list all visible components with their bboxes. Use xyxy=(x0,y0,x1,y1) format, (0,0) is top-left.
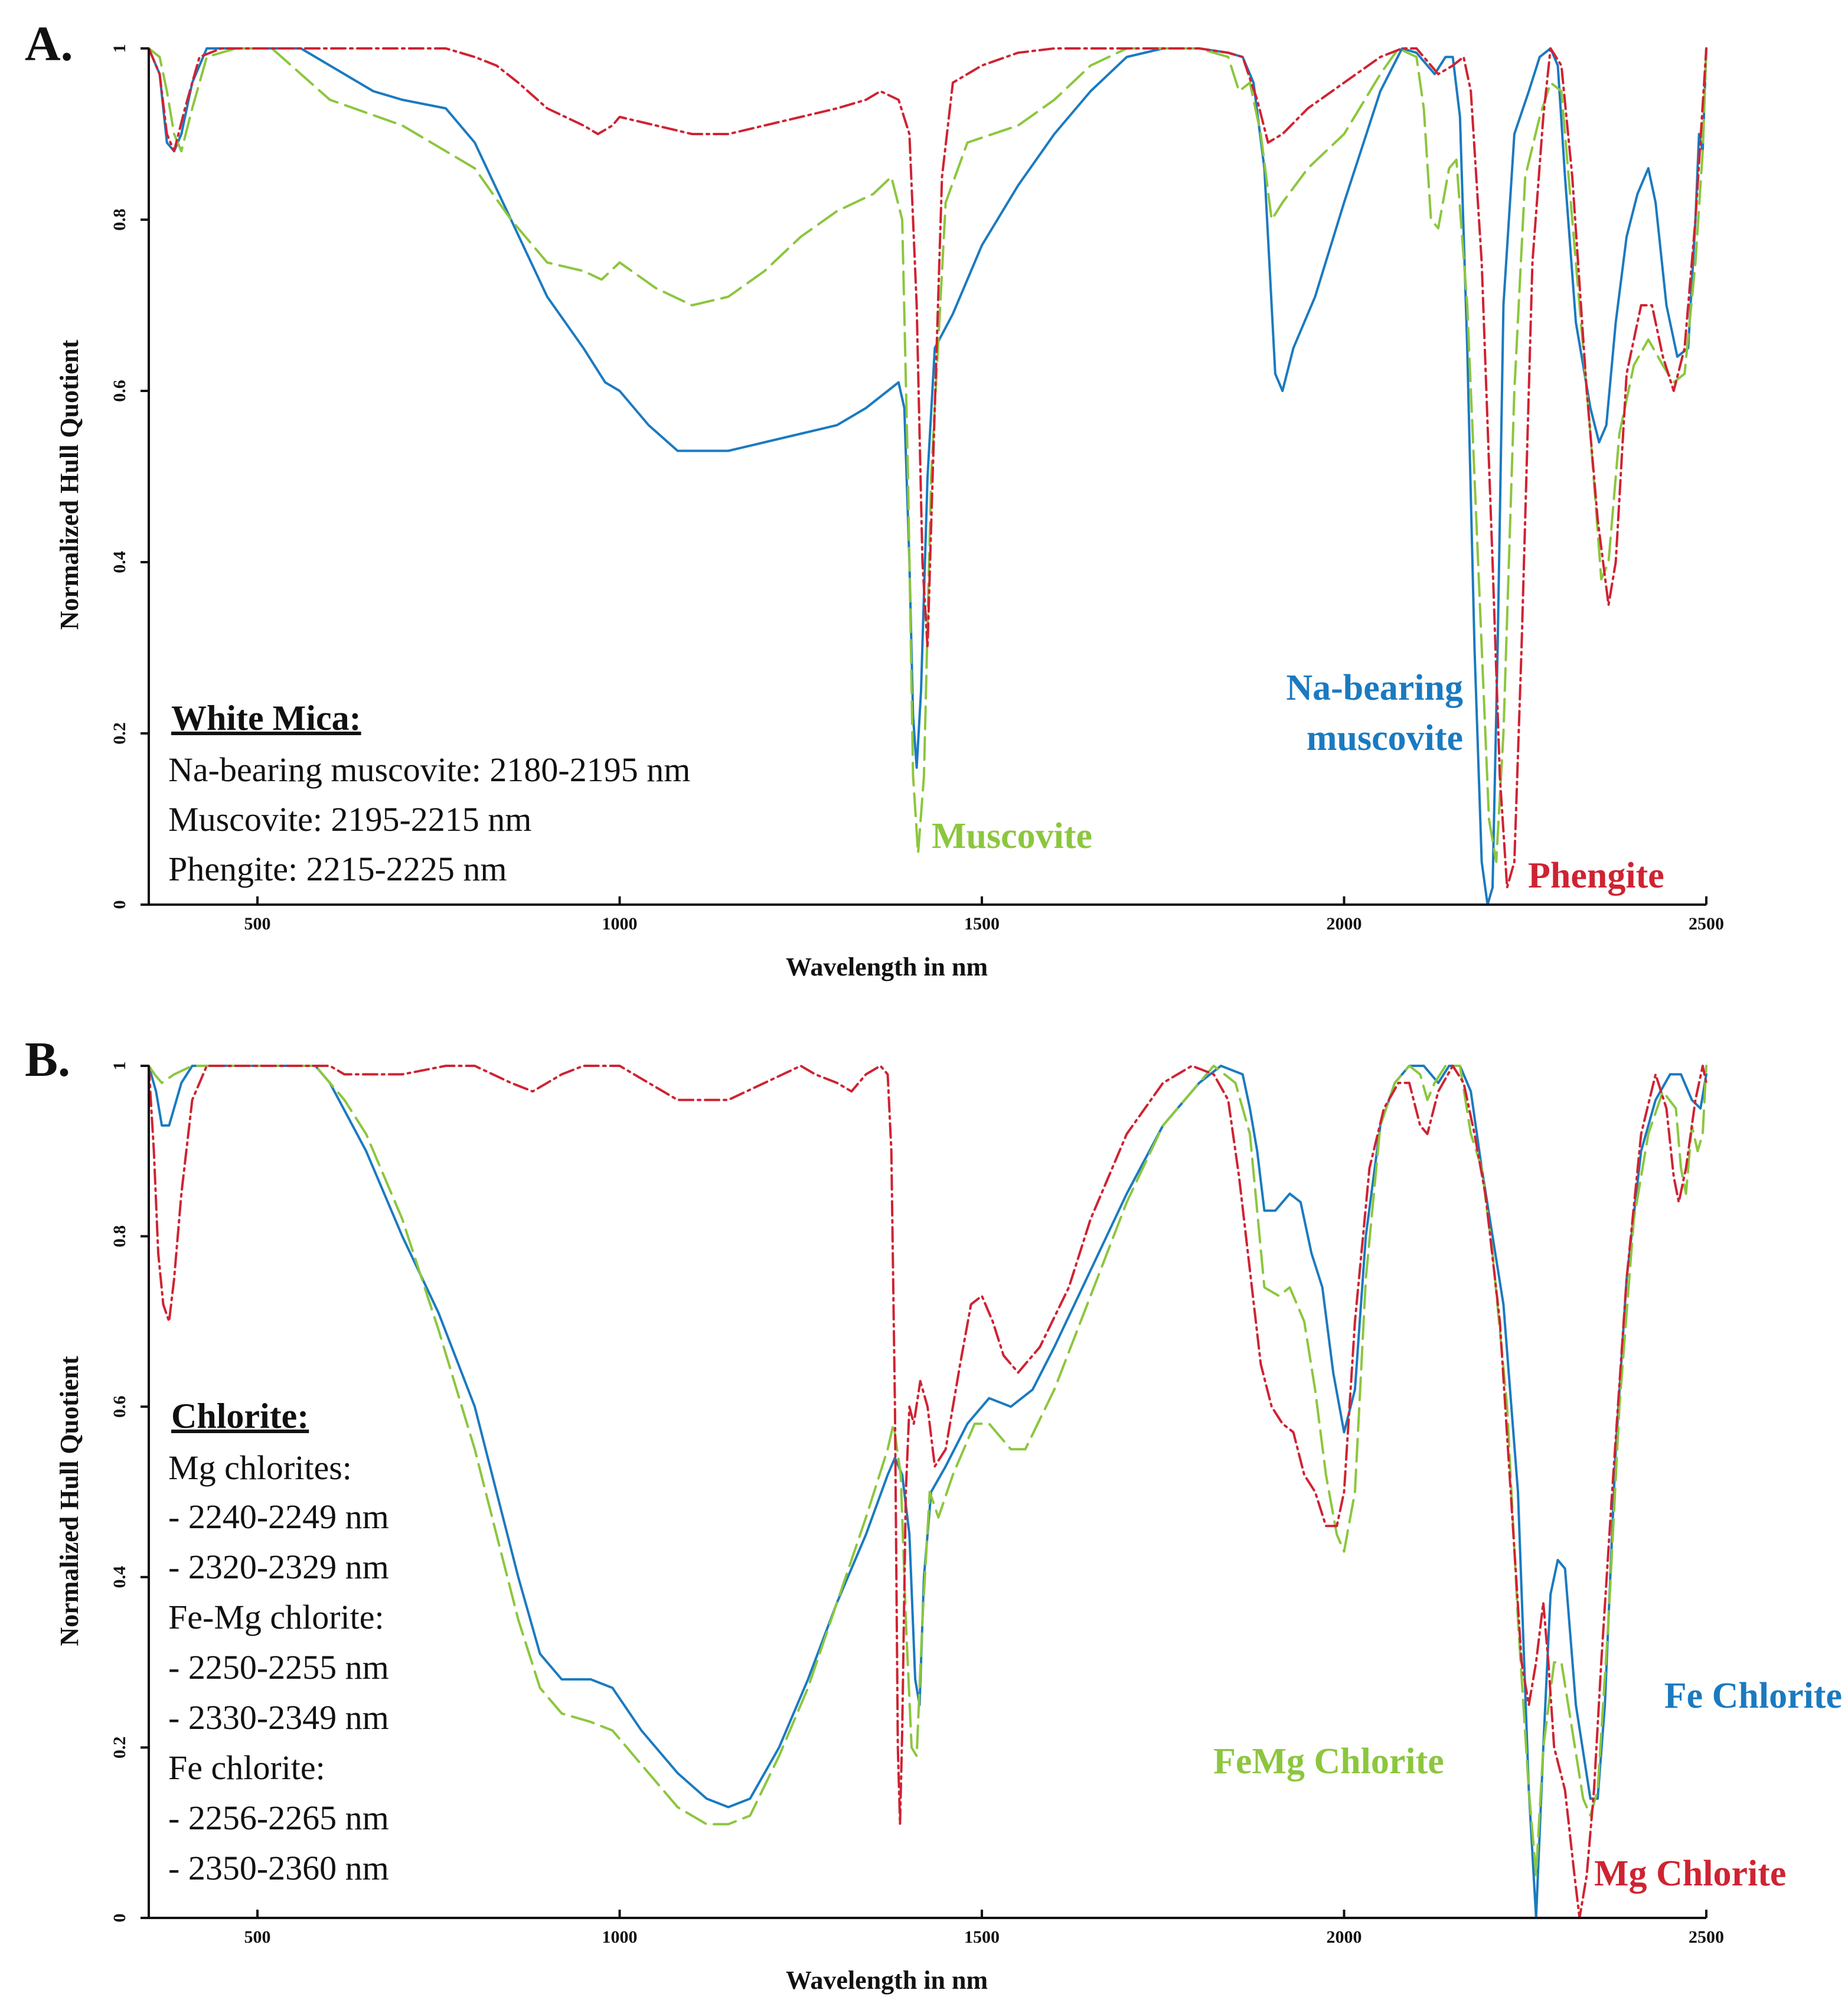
x-axis-title-b: Wavelength in nm xyxy=(786,1966,988,1995)
legend-title-b: Chlorite: xyxy=(171,1397,309,1435)
x-tick-label: 2500 xyxy=(1689,914,1724,934)
x-tick-label: 1500 xyxy=(964,914,1000,934)
y-tick-label: 1 xyxy=(110,44,129,53)
legend-box-a: White Mica: Na-bearing muscovite: 2180-2… xyxy=(168,699,690,888)
y-tick-label: 0.6 xyxy=(110,380,129,402)
legend-line-b-9: - 2350-2360 nm xyxy=(168,1849,389,1887)
x-tick-label: 1000 xyxy=(602,1927,638,1947)
panel-a: A. Normalized Hull Quotient Wavelength i… xyxy=(25,17,1724,981)
series-label-na-bearing-line-2: muscovite xyxy=(1307,718,1463,758)
y-tick-label: 0.8 xyxy=(110,208,129,231)
x-tick-label: 500 xyxy=(244,1927,271,1947)
y-tick-label: 0.6 xyxy=(110,1395,129,1418)
legend-title-a: White Mica: xyxy=(171,699,361,738)
panel-b: B. Normalized Hull Quotient Wavelength i… xyxy=(25,1032,1842,1995)
legend-line-b-5: - 2250-2255 nm xyxy=(168,1648,389,1686)
y-axis-title-a: Normalized Hull Quotient xyxy=(55,340,84,630)
x-axis-title-a: Wavelength in nm xyxy=(786,952,988,981)
x-tick-label: 1000 xyxy=(602,914,638,934)
series-label-fe-chlorite: Fe Chlorite xyxy=(1664,1676,1842,1716)
legend-line-b-6: - 2330-2349 nm xyxy=(168,1698,389,1737)
series-layer-a xyxy=(148,47,1707,906)
y-tick-label: 0.2 xyxy=(110,1737,129,1759)
series-label-muscovite: Muscovite xyxy=(932,816,1092,856)
y-tick-label: 1 xyxy=(110,1062,129,1071)
legend-line-b-1: Mg chlorites: xyxy=(168,1448,352,1487)
ticks-layer-a: 500 1000 1500 2000 2500 0 0.2 0.4 0.6 0.8 1 xyxy=(110,44,1724,934)
legend-line-a-1: Na-bearing muscovite: 2180-2195 nm xyxy=(168,751,690,789)
series-label-mg-chlorite: Mg Chlorite xyxy=(1594,1854,1786,1894)
series-label-phengite: Phengite xyxy=(1528,856,1664,896)
series-layer-b xyxy=(148,1065,1707,1919)
ticks-layer-b: 500 1000 1500 2000 2500 0 0.2 0.4 0.6 0.8 1 xyxy=(110,1062,1724,1947)
legend-line-a-3: Phengite: 2215-2225 nm xyxy=(168,850,507,888)
axis-frame-b xyxy=(148,1066,1706,1919)
x-tick-label: 2500 xyxy=(1689,1927,1724,1947)
series-line-mg-chlorite xyxy=(148,1065,1707,1919)
y-axis-title-b: Normalized Hull Quotient xyxy=(55,1356,84,1646)
x-tick-label: 2000 xyxy=(1327,914,1362,934)
series-label-femg-chlorite: FeMg Chlorite xyxy=(1213,1741,1444,1782)
series-line-phengite xyxy=(148,47,1707,889)
legend-line-b-3: - 2320-2329 nm xyxy=(168,1548,389,1586)
series-line-femg-chlorite xyxy=(148,1065,1707,1877)
legend-line-b-7: Fe chlorite: xyxy=(168,1748,325,1787)
y-tick-label: 0.2 xyxy=(110,722,129,745)
series-line-muscovite xyxy=(148,47,1707,863)
panel-letter-b: B. xyxy=(25,1032,70,1087)
y-tick-label: 0 xyxy=(110,1914,129,1923)
legend-line-b-2: - 2240-2249 nm xyxy=(168,1497,389,1536)
legend-line-b-4: Fe-Mg chlorite: xyxy=(168,1598,384,1636)
x-tick-label: 500 xyxy=(244,914,271,934)
y-tick-label: 0.4 xyxy=(110,551,129,573)
y-tick-label: 0.4 xyxy=(110,1566,129,1588)
y-tick-label: 0 xyxy=(110,901,129,909)
x-tick-label: 2000 xyxy=(1327,1927,1362,1947)
legend-line-a-2: Muscovite: 2195-2215 nm xyxy=(168,800,531,839)
series-line-fe-chlorite xyxy=(148,1065,1707,1919)
x-tick-label: 1500 xyxy=(964,1927,1000,1947)
legend-box-b: Chlorite: Mg chlorites: - 2240-2249 nm -… xyxy=(168,1397,389,1887)
panel-letter-a: A. xyxy=(25,17,73,71)
y-tick-label: 0.8 xyxy=(110,1225,129,1248)
legend-line-b-8: - 2256-2265 nm xyxy=(168,1799,389,1837)
series-label-na-bearing-line-1: Na-bearing xyxy=(1286,668,1463,708)
